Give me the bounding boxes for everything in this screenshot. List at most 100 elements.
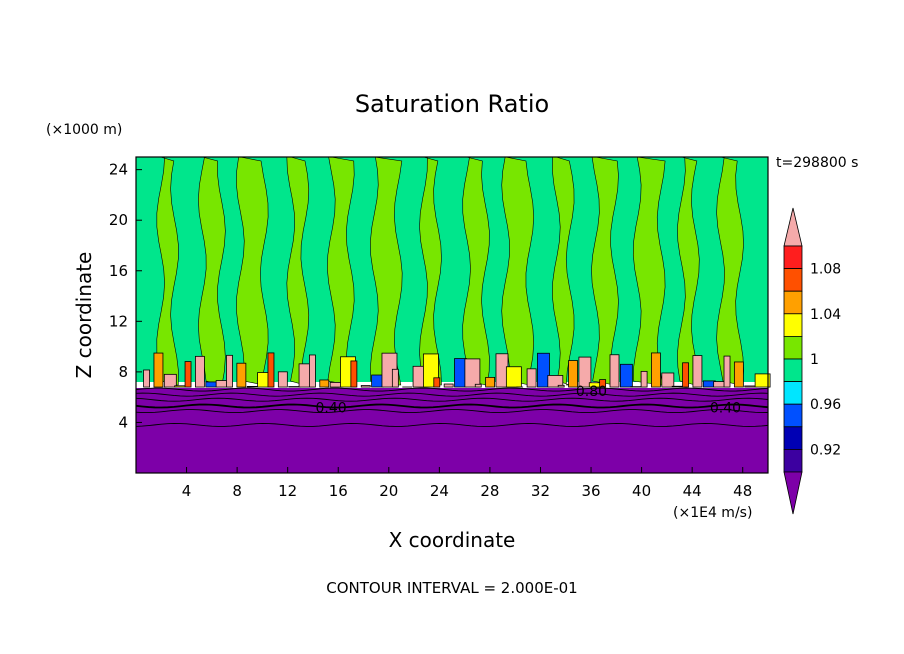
- green-columns: [156, 156, 744, 386]
- colorbar-label: 1: [810, 352, 819, 368]
- colorbar-label: 1.04: [810, 307, 841, 323]
- colorbar-segment: [783, 290, 803, 315]
- cloud-cell: [267, 352, 275, 388]
- x-unit-label: (×1E4 m/s): [673, 505, 752, 521]
- cloud-cell: [319, 379, 330, 388]
- cloud-cell: [350, 360, 358, 388]
- chart-title: Saturation Ratio: [355, 90, 549, 118]
- contour-line: [135, 423, 769, 427]
- plot-frame: [135, 156, 769, 474]
- x-tick-label: 8: [232, 482, 242, 500]
- cloud-cell: [599, 379, 607, 388]
- colorbar-segment: [783, 448, 803, 473]
- y-axis-label: Z coordinate: [72, 252, 96, 379]
- contour-line: [135, 387, 769, 392]
- x-tick-label: 4: [182, 482, 192, 500]
- colorbar-segment: [783, 335, 803, 360]
- cloud-cell: [464, 358, 481, 388]
- cloud-cell: [547, 375, 564, 388]
- x-tick-label: 44: [683, 482, 702, 500]
- cloud-band: [143, 352, 771, 388]
- y-tick-label: 4: [118, 413, 128, 431]
- colorbar-segment: [783, 358, 803, 383]
- cloud-cell: [682, 362, 689, 388]
- contour-interval-footer: CONTOUR INTERVAL = 2.000E-01: [326, 579, 577, 597]
- cloud-cell: [568, 360, 578, 388]
- y-tick-label: 20: [109, 211, 128, 229]
- y-tick-label: 8: [118, 363, 128, 381]
- cloud-cell: [537, 352, 550, 388]
- colorbar-label: 0.92: [810, 442, 841, 458]
- cloud-cell: [309, 354, 316, 388]
- cloud-cell: [526, 368, 537, 388]
- cloud-cell: [733, 361, 744, 388]
- contour-line: [135, 392, 769, 397]
- y-unit-label: (×1000 m): [46, 122, 122, 138]
- contour-label: 0.40: [315, 400, 346, 416]
- cloud-cell: [474, 383, 482, 388]
- cloud-cell: [640, 370, 648, 388]
- colorbar-segment: [783, 268, 803, 292]
- y-tick-label: 16: [109, 262, 128, 280]
- cloud-cell: [692, 355, 703, 388]
- x-tick-label: 36: [581, 482, 600, 500]
- cloud-cell: [557, 384, 565, 388]
- colorbar-segment: [783, 381, 803, 405]
- cloud-cell: [277, 371, 288, 388]
- colorbar-label: 1.08: [810, 262, 841, 278]
- colorbar-top-triangle: [783, 207, 803, 247]
- x-tick-label: 48: [733, 482, 752, 500]
- cloud-cell: [226, 354, 233, 388]
- colorbar-segment: [783, 426, 803, 450]
- cloud-cell: [184, 361, 192, 388]
- saturation-column: [632, 156, 666, 386]
- x-tick-label: 12: [278, 482, 297, 500]
- x-tick-label: 28: [480, 482, 499, 500]
- y-tick-label: 24: [109, 161, 128, 179]
- cloud-cell: [195, 355, 205, 388]
- x-tick-label: 40: [632, 482, 651, 500]
- cloud-cell: [236, 362, 247, 388]
- x-axis-label: X coordinate: [389, 528, 516, 552]
- contour-line: [135, 409, 769, 414]
- cloud-cell: [723, 355, 731, 388]
- contour-lines: 0.40 0.80 0.40: [135, 384, 769, 427]
- contour-line: [135, 403, 769, 409]
- contour-label: 0.40: [710, 400, 741, 416]
- colorbar-label: 0.96: [810, 397, 841, 413]
- plot-area: 0.40 0.80 0.40: [135, 156, 771, 474]
- cloud-cell: [485, 376, 496, 388]
- x-tick-label: 24: [430, 482, 449, 500]
- contour-line: [135, 397, 769, 402]
- colorbar-segment: [783, 313, 803, 337]
- y-axis: 4 8 12 16 20 24: [109, 161, 142, 431]
- x-tick-label: 32: [531, 482, 550, 500]
- colorbar-segment: [783, 403, 803, 428]
- cloud-cell: [661, 372, 675, 388]
- cloud-cell: [163, 373, 177, 388]
- cloud-cell: [754, 373, 771, 388]
- cloud-cell: [391, 368, 399, 388]
- upper-layer-fill: [136, 157, 768, 382]
- x-tick-label: 16: [329, 482, 348, 500]
- cloud-cell: [433, 377, 441, 388]
- cloud-cell: [651, 352, 661, 388]
- cloud-cell: [619, 363, 633, 388]
- lower-layer-fill: [136, 388, 768, 473]
- x-axis: 4 8 12 16 20 24 28 32 36 40 44 48: [182, 467, 752, 500]
- y-tick-label: 12: [109, 312, 128, 330]
- cloud-cell: [143, 369, 150, 388]
- cloud-cell: [609, 354, 620, 388]
- contour-label: 0.80: [576, 384, 607, 400]
- colorbar-bottom-triangle: [783, 471, 803, 515]
- colorbar: 0.92 0.96 1 1.04 1.08: [783, 207, 841, 515]
- time-label: t=298800 s: [776, 155, 858, 171]
- cloud-cell: [360, 385, 371, 388]
- cloud-cell: [153, 352, 164, 388]
- cloud-cell: [505, 366, 522, 388]
- colorbar-segment: [783, 245, 803, 270]
- x-tick-label: 20: [379, 482, 398, 500]
- cloud-cell: [443, 383, 454, 388]
- cloud-cell: [578, 356, 592, 388]
